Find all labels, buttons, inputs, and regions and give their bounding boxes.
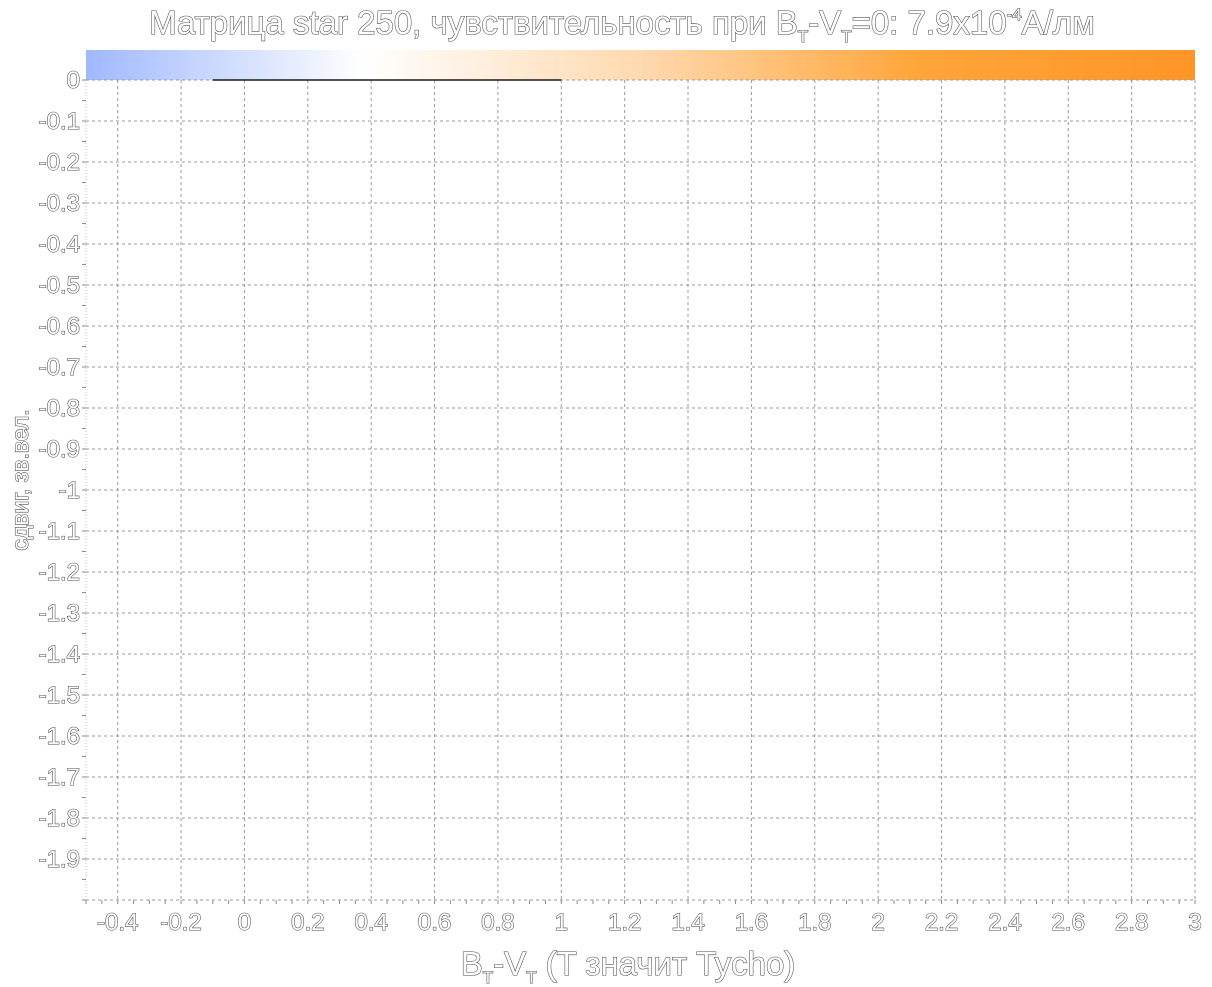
y-tick-label: -1.4 bbox=[39, 641, 80, 668]
y-tick-label: -1.7 bbox=[39, 764, 80, 791]
x-tick-label: 1 bbox=[555, 909, 568, 936]
x-tick-label: 0.2 bbox=[291, 909, 324, 936]
x-tick-label: 2 bbox=[871, 909, 884, 936]
x-tick-label: 0 bbox=[238, 909, 251, 936]
x-tick-label: 0.4 bbox=[354, 909, 387, 936]
y-tick-label: -0.8 bbox=[39, 395, 80, 422]
y-tick-label: -0.7 bbox=[39, 354, 80, 381]
y-tick-label: -1.9 bbox=[39, 846, 80, 873]
y-tick-label: -1.5 bbox=[39, 682, 80, 709]
y-tick-labels: 0 -0.1 -0.2 -0.3 -0.4 -0.5 -0.6 -0.7 -0.8 -0.9 -1 -… bbox=[38, 66, 80, 873]
x-tick-label: 1.6 bbox=[735, 909, 768, 936]
y-tick-label: -1.1 bbox=[39, 518, 80, 545]
x-tick-label: 0.6 bbox=[418, 909, 451, 936]
x-tick-label: -0.2 bbox=[160, 909, 201, 936]
y-tick-label: -1.2 bbox=[39, 559, 80, 586]
y-tick-label: -0.9 bbox=[39, 436, 80, 463]
x-tick-label: 3 bbox=[1188, 909, 1201, 936]
y-tick-label: -0.5 bbox=[39, 272, 80, 299]
colorbar bbox=[86, 50, 1195, 80]
plot-area bbox=[82, 79, 1196, 904]
x-axis-label: BT-VT (T значит Tycho) bbox=[461, 945, 796, 987]
y-tick-label: -0.2 bbox=[39, 149, 80, 176]
y-tick-label: -1.8 bbox=[39, 805, 80, 832]
x-tick-label: 1.4 bbox=[671, 909, 704, 936]
x-tick-label: 2.6 bbox=[1052, 909, 1085, 936]
y-tick-label: -0.3 bbox=[39, 190, 80, 217]
x-tick-label: 0.8 bbox=[481, 909, 514, 936]
chart-title: Матрица star 250, чувствительность при B… bbox=[149, 4, 1095, 46]
y-tick-label: 0 bbox=[67, 67, 80, 94]
x-tick-label: 1.8 bbox=[798, 909, 831, 936]
x-tick-label: 2.4 bbox=[988, 909, 1021, 936]
x-tick-label: 2.2 bbox=[925, 909, 958, 936]
x-tick-label: 2.8 bbox=[1115, 909, 1148, 936]
y-tick-label: -1 bbox=[59, 477, 80, 504]
minor-ticks bbox=[82, 79, 1196, 904]
y-tick-label: -1.3 bbox=[39, 600, 80, 627]
y-axis-label: сдвиг, зв.вел. bbox=[7, 409, 33, 550]
y-tick-label: -0.1 bbox=[39, 108, 80, 135]
y-gridlines bbox=[86, 79, 1195, 901]
x-tick-label: -0.4 bbox=[97, 909, 138, 936]
y-tick-label: -1.6 bbox=[39, 723, 80, 750]
y-tick-label: -0.6 bbox=[39, 313, 80, 340]
y-tick-label: -0.4 bbox=[39, 231, 80, 258]
x-tick-labels: -0.4 -0.2 0 0.2 0.4 0.6 0.8 1 1.2 1.4 1.6 1.8 2 2.2 2.… bbox=[96, 908, 1202, 936]
x-tick-label: 1.2 bbox=[608, 909, 641, 936]
